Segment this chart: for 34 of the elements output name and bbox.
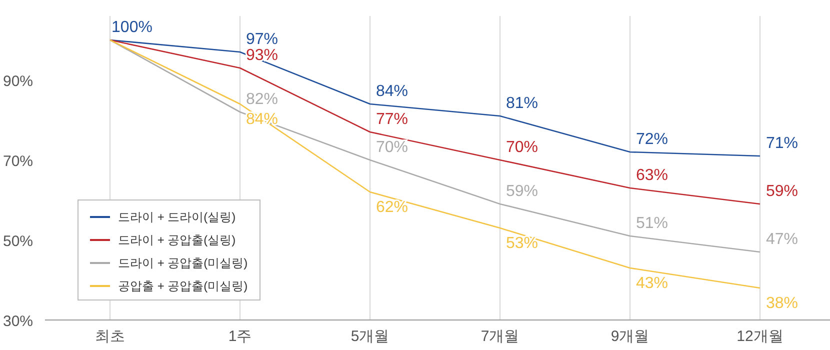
- x-tick-label: 최초: [95, 328, 125, 345]
- x-tick-label: 9개월: [610, 328, 650, 345]
- data-label: 63%: [636, 167, 668, 184]
- data-label: 62%: [376, 199, 408, 216]
- data-label: 81%: [506, 95, 538, 112]
- data-label: 38%: [766, 295, 798, 312]
- x-tick-label: 5개월: [350, 328, 390, 345]
- y-tick-label: 90%: [2, 73, 34, 90]
- x-tick-label: 12개월: [736, 328, 784, 345]
- y-tick-label: 50%: [2, 233, 34, 250]
- data-label: 100%: [112, 19, 152, 36]
- data-label: 84%: [376, 83, 408, 100]
- data-label: 51%: [636, 215, 668, 232]
- data-label: 59%: [506, 183, 538, 200]
- data-label: 71%: [766, 135, 798, 152]
- data-label: 59%: [766, 183, 798, 200]
- x-tick-label: 7개월: [480, 328, 520, 345]
- data-label: 77%: [376, 111, 408, 128]
- legend-label: 드라이 + 공압출(실링): [118, 233, 236, 247]
- data-label: 43%: [636, 275, 668, 292]
- data-label: 72%: [636, 131, 668, 148]
- y-tick-label: 30%: [2, 313, 34, 330]
- data-label: 70%: [376, 139, 408, 156]
- legend-label: 공압출 + 공압출(미실링): [118, 279, 248, 293]
- y-tick-label: 70%: [2, 153, 34, 170]
- data-label: 97%: [246, 31, 278, 48]
- legend-label: 드라이 + 공압출(미실링): [118, 256, 248, 270]
- data-label: 93%: [246, 47, 278, 64]
- x-tick-label: 1주: [228, 328, 252, 345]
- data-label: 70%: [506, 139, 538, 156]
- data-label: 47%: [766, 231, 798, 248]
- data-label: 53%: [506, 235, 538, 252]
- data-label: 82%: [246, 91, 278, 108]
- legend-label: 드라이 + 드라이(실링): [118, 210, 236, 224]
